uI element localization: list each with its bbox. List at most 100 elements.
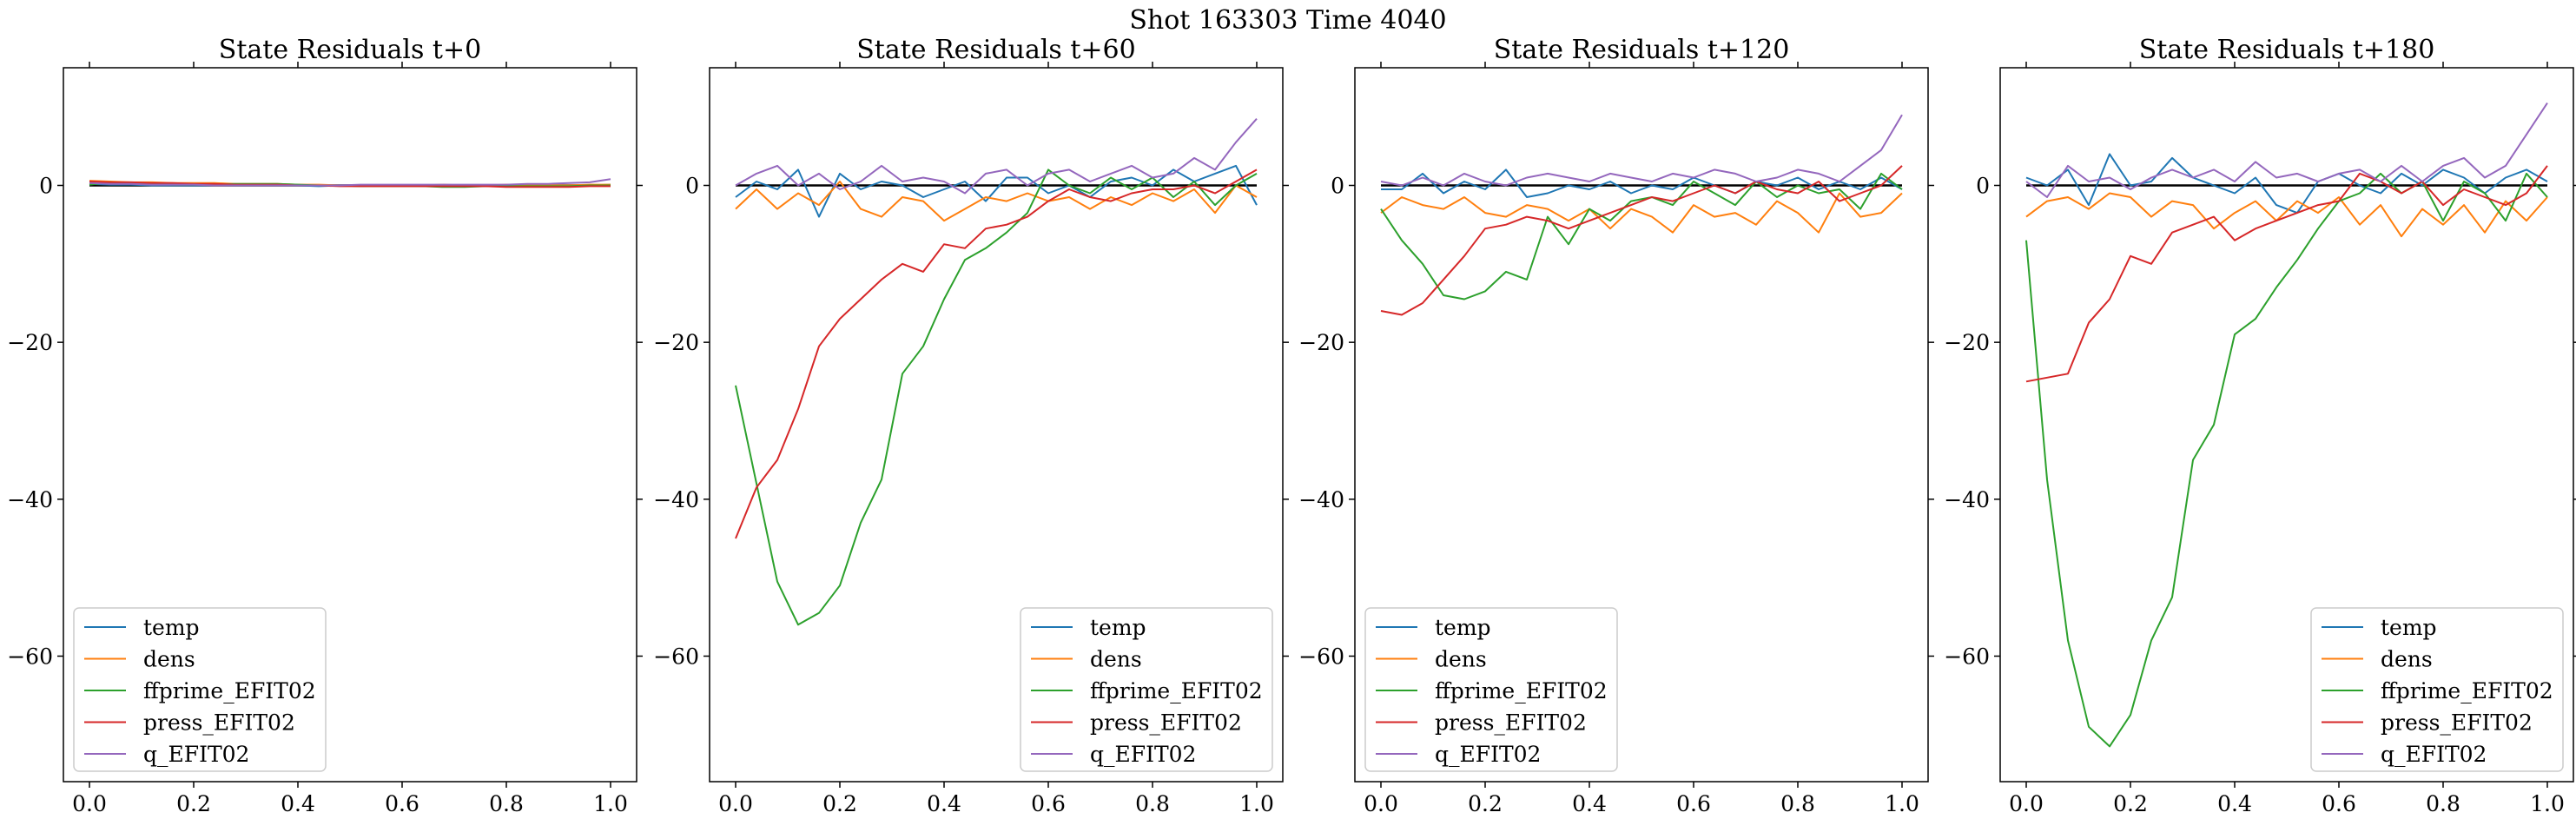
- x-tick-label: 1.0: [1885, 791, 1919, 816]
- series-line-dens: [2025, 192, 2548, 238]
- legend-label: temp: [143, 615, 200, 640]
- x-tick-label: 0.4: [2217, 791, 2252, 816]
- x-tick-label: 0.4: [281, 791, 315, 816]
- series-line-q_EFIT02: [1380, 114, 1903, 187]
- figure-suptitle: Shot 163303 Time 4040: [1129, 5, 1446, 36]
- x-tick-label: 0.8: [1780, 791, 1815, 816]
- legend: temp dens ffprime_EFIT02 press_EFIT02 q_EFIT…: [2310, 607, 2564, 772]
- series-line-ffprime_EFIT02: [2025, 172, 2548, 748]
- x-tick-label: 0.6: [385, 791, 419, 816]
- legend-label: press_EFIT02: [1090, 710, 1242, 736]
- y-tick-label: −60: [1298, 644, 1344, 669]
- legend-box: [1364, 607, 1618, 772]
- series-line-press_EFIT02: [1380, 165, 1903, 316]
- panel-title: State Residuals t+120: [1494, 35, 1790, 65]
- x-tick-label: 0.0: [72, 791, 107, 816]
- plot-frame: [63, 67, 637, 783]
- y-tick-label: −40: [7, 487, 53, 512]
- x-tick-label: 0.0: [1364, 791, 1398, 816]
- legend-label: dens: [143, 647, 195, 672]
- series-line-q_EFIT02: [735, 118, 1258, 195]
- x-tick-label: 1.0: [2530, 791, 2565, 816]
- y-tick-label: −20: [7, 330, 53, 355]
- panel-title: State Residuals t+60: [856, 35, 1135, 65]
- series-line-q_EFIT02: [2025, 102, 2548, 198]
- x-tick-label: 1.0: [593, 791, 628, 816]
- legend-label: temp: [2381, 615, 2437, 640]
- legend-label: press_EFIT02: [1435, 710, 1587, 736]
- legend-label: temp: [1435, 615, 1491, 640]
- y-tick-label: −40: [1944, 487, 1990, 512]
- y-tick-label: −20: [653, 330, 699, 355]
- x-tick-label: 0.0: [718, 791, 753, 816]
- panel-3: State Residuals t+180 0.0 0.2 0.4 0.6 0.8 1.0 0…: [1944, 35, 2576, 816]
- y-tick-label: 0: [1331, 173, 1344, 198]
- x-tick-label: 1.0: [1239, 791, 1274, 816]
- legend-label: ffprime_EFIT02: [1090, 678, 1263, 703]
- y-tick-label: 0: [1976, 173, 1990, 198]
- legend-label: dens: [1435, 647, 1487, 672]
- series-line-dens: [1380, 192, 1903, 234]
- x-tick-label: 0.2: [176, 791, 211, 816]
- series-line-ffprime_EFIT02: [1380, 172, 1903, 301]
- legend-box: [2310, 607, 2564, 772]
- x-tick-label: 0.8: [2426, 791, 2460, 816]
- y-tick-label: −60: [653, 644, 699, 669]
- series-line-press_EFIT02: [89, 181, 611, 188]
- y-tick-label: 0: [685, 173, 699, 198]
- legend-label: press_EFIT02: [143, 710, 295, 736]
- legend-box: [73, 607, 327, 772]
- x-tick-label: 0.4: [1572, 791, 1607, 816]
- legend-label: dens: [2381, 647, 2433, 672]
- legend-label: ffprime_EFIT02: [1435, 678, 1608, 703]
- y-tick-label: 0: [39, 173, 53, 198]
- x-tick-label: 0.0: [2009, 791, 2044, 816]
- x-tick-label: 0.2: [2113, 791, 2148, 816]
- series-line-temp: [1381, 168, 1903, 198]
- legend-label: q_EFIT02: [2381, 742, 2487, 767]
- y-tick-label: −40: [653, 487, 699, 512]
- y-tick-label: −60: [7, 644, 53, 669]
- y-tick-label: −20: [1944, 330, 1990, 355]
- legend-label: q_EFIT02: [1090, 742, 1196, 767]
- plot-frame: [1999, 67, 2574, 783]
- plot-frame: [1354, 67, 1929, 783]
- legend: temp dens ffprime_EFIT02 press_EFIT02 q_EFIT…: [1364, 607, 1618, 772]
- y-tick-label: −60: [1944, 644, 1990, 669]
- series-line-ffprime_EFIT02: [735, 168, 1258, 626]
- panel-title: State Residuals t+180: [2139, 35, 2435, 65]
- legend-label: ffprime_EFIT02: [2381, 678, 2553, 703]
- panel-2: State Residuals t+120 0.0 0.2 0.4 0.6 0.8 1.0 0…: [1298, 35, 1934, 816]
- legend-box: [1020, 607, 1273, 772]
- panels: State Residuals t+0 0.0 0.2 0.4 0.6 0.8 1.0 0 −2…: [7, 35, 2576, 816]
- x-tick-label: 0.6: [2322, 791, 2356, 816]
- x-tick-label: 0.4: [927, 791, 961, 816]
- series-line-press_EFIT02: [2025, 165, 2548, 383]
- x-tick-label: 0.2: [822, 791, 857, 816]
- legend-label: q_EFIT02: [143, 742, 249, 767]
- x-tick-label: 0.8: [1135, 791, 1170, 816]
- series-line-temp: [735, 164, 1258, 218]
- x-tick-label: 0.6: [1031, 791, 1066, 816]
- x-tick-label: 0.2: [1468, 791, 1503, 816]
- panel-0: State Residuals t+0 0.0 0.2 0.4 0.6 0.8 1.0 0 −2…: [7, 35, 643, 816]
- y-tick-label: −40: [1298, 487, 1344, 512]
- legend-label: ffprime_EFIT02: [143, 678, 316, 703]
- legend-label: dens: [1090, 647, 1142, 672]
- legend-label: press_EFIT02: [2381, 710, 2533, 736]
- x-tick-label: 0.8: [489, 791, 524, 816]
- series-line-dens: [735, 181, 1258, 222]
- legend: temp dens ffprime_EFIT02 press_EFIT02 q_EFIT…: [1020, 607, 1273, 772]
- y-tick-label: −20: [1298, 330, 1344, 355]
- plot-frame: [709, 67, 1284, 783]
- series-line-press_EFIT02: [735, 168, 1258, 539]
- panel-title: State Residuals t+0: [219, 35, 481, 65]
- x-tick-label: 0.6: [1676, 791, 1711, 816]
- series-line-q_EFIT02: [89, 178, 611, 187]
- legend-label: temp: [1090, 615, 1146, 640]
- legend-label: q_EFIT02: [1435, 742, 1541, 767]
- series-line-temp: [2025, 153, 2548, 215]
- legend: temp dens ffprime_EFIT02 press_EFIT02 q_EFIT…: [73, 607, 327, 772]
- panel-1: State Residuals t+60 0.0 0.2 0.4 0.6 0.8 1.0 0 −…: [653, 35, 1289, 816]
